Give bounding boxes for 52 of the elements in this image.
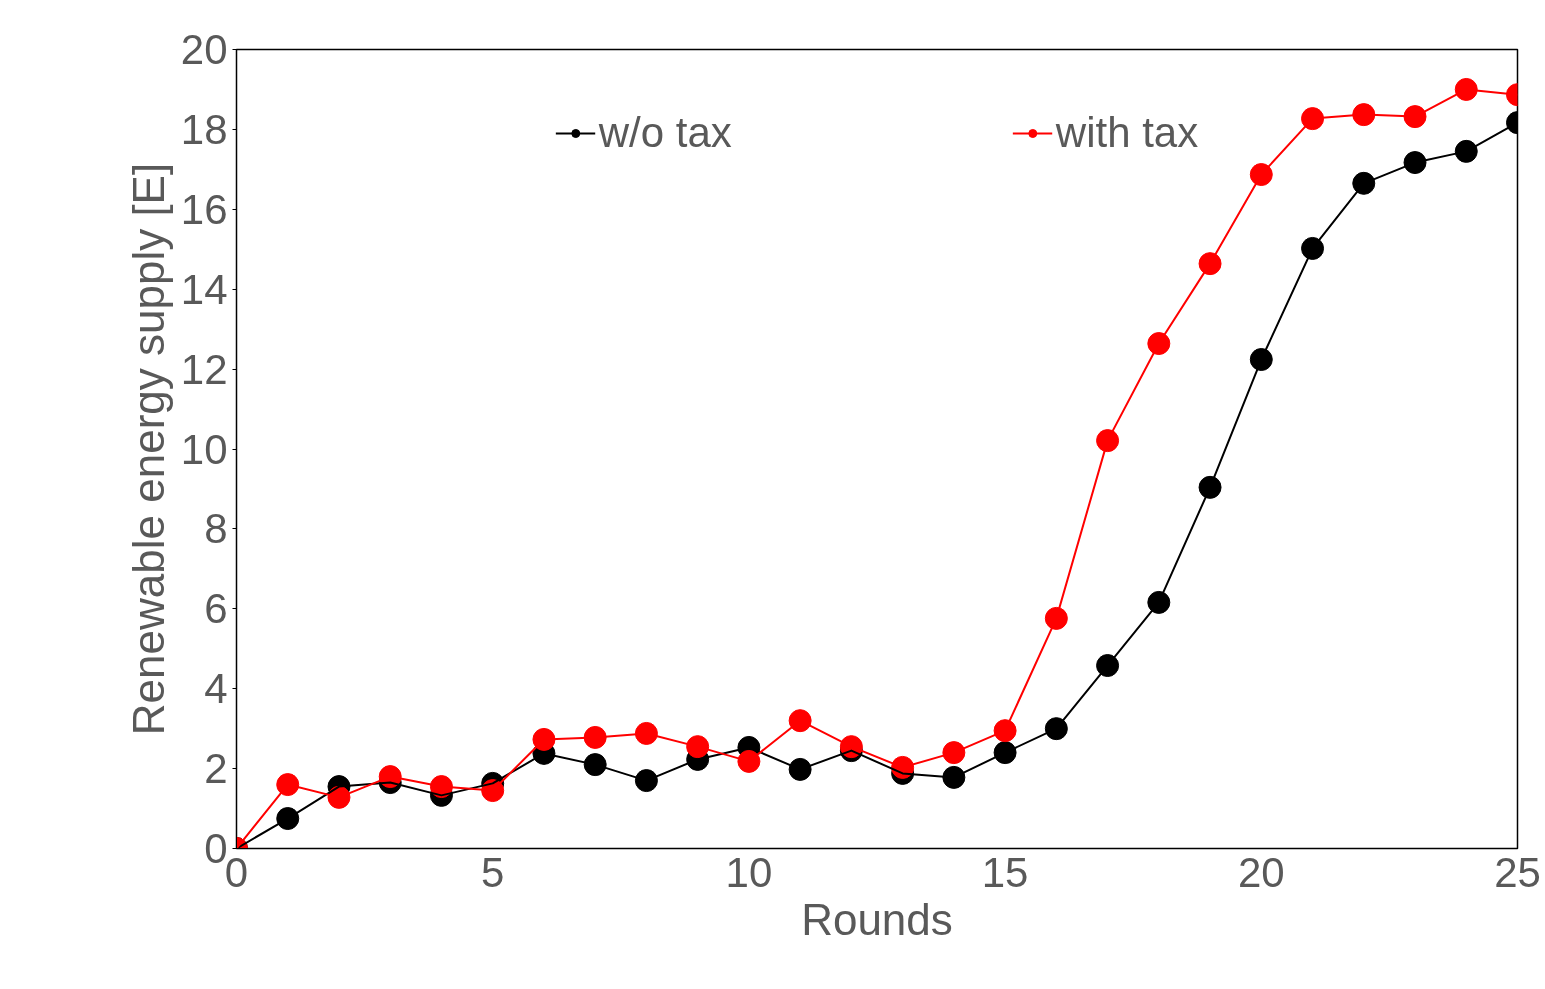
point	[1249, 163, 1273, 187]
point	[583, 753, 607, 777]
y-tick-label: 10	[180, 425, 228, 473]
point	[1096, 654, 1120, 678]
point	[1147, 332, 1171, 356]
point	[634, 769, 658, 793]
point	[1403, 151, 1427, 175]
point	[1352, 103, 1376, 127]
point	[1454, 77, 1478, 101]
legend-label: with tax	[1055, 109, 1199, 157]
point	[942, 741, 966, 765]
point	[276, 773, 300, 797]
point	[634, 721, 658, 745]
x-tick-label: 5	[481, 848, 505, 896]
y-tick-label: 8	[204, 505, 228, 553]
point	[1044, 717, 1068, 741]
x-tick-label: 20	[1237, 848, 1285, 896]
point	[1454, 139, 1478, 163]
y-tick-label: 16	[180, 185, 228, 233]
point	[1249, 348, 1273, 371]
point	[1352, 171, 1376, 195]
point	[788, 709, 812, 733]
y-tick-label: 14	[180, 265, 228, 313]
point	[686, 735, 710, 759]
x-axis-title: Rounds	[801, 894, 953, 944]
point	[583, 725, 607, 749]
y-tick-label: 6	[204, 585, 228, 633]
x-tick-label: 10	[725, 848, 773, 896]
point	[1147, 590, 1171, 614]
y-tick-label: 2	[204, 745, 228, 793]
y-tick-label: 12	[180, 345, 228, 393]
point	[993, 741, 1017, 765]
point	[1403, 105, 1427, 129]
point	[788, 757, 812, 781]
y-tick-label: 4	[204, 665, 228, 713]
x-tick-label: 15	[981, 848, 1029, 896]
point	[942, 765, 966, 789]
point	[737, 749, 761, 773]
y-tick-label: 18	[180, 105, 228, 153]
y-tick-label: 20	[180, 26, 228, 73]
point	[1198, 252, 1222, 276]
point	[1044, 606, 1068, 630]
y-axis-title: Renewable energy supply [E]	[123, 162, 173, 736]
point	[993, 719, 1017, 743]
point	[1301, 236, 1325, 260]
point	[1198, 475, 1222, 499]
point	[276, 807, 300, 831]
x-tick-label: 25	[1494, 848, 1541, 896]
point	[1301, 107, 1325, 131]
point	[1096, 429, 1120, 453]
legend-label: w/o tax	[598, 109, 732, 157]
point	[532, 727, 556, 751]
